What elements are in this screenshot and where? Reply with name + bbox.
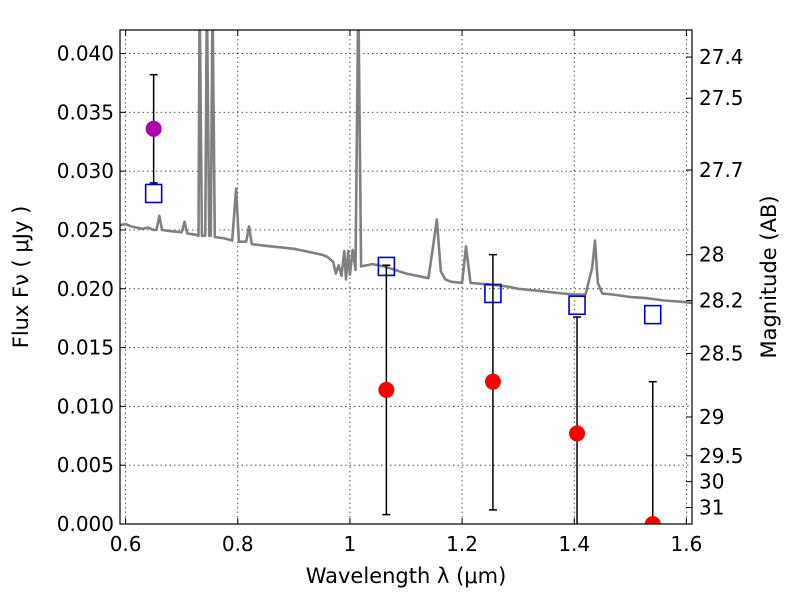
y-tick-label: 0.040	[57, 42, 114, 66]
y2-tick-label: 27.7	[699, 158, 744, 182]
measurement-marker	[569, 425, 586, 442]
y2-tick-label: 29	[699, 405, 724, 429]
y2-tick-label: 30	[699, 470, 724, 494]
y-tick-label: 0.030	[57, 159, 114, 183]
plot-frame	[119, 29, 693, 525]
y2-tick-label: 27.5	[699, 86, 744, 110]
y-axis-left: 0.000 0.005 0.010 0.015 0.020 0.025 0.030 0.035…	[57, 42, 126, 536]
y-tick-label: 0.020	[57, 277, 114, 301]
y2-tick-label: 29.5	[699, 444, 744, 468]
detection-marker	[145, 120, 162, 137]
x-tick-label: 0.8	[222, 532, 254, 556]
plot-area	[120, 30, 692, 524]
x-axis: 0.6 0.8 1 1.2 1.4 1.6	[110, 30, 702, 556]
y-tick-label: 0.010	[57, 394, 114, 418]
model-photometry-marker	[643, 304, 662, 325]
y2-tick-label: 31	[699, 496, 724, 520]
template-spectrum-line	[120, 30, 692, 305]
y2-tick-label: 28	[699, 243, 724, 267]
x-tick-label: 1.4	[558, 532, 590, 556]
y2-axis-label: Magnitude (AB)	[757, 195, 781, 358]
model-photometry-marker	[144, 183, 163, 204]
x-tick-label: 1.2	[446, 532, 478, 556]
measurement-marker	[644, 516, 661, 524]
y-axis-label: Flux Fν ( μJy )	[9, 206, 33, 349]
y-tick-label: 0.035	[57, 100, 114, 124]
y2-tick-label: 28.5	[699, 341, 744, 365]
measurement-marker	[378, 381, 395, 398]
y-tick-label: 0.005	[57, 453, 114, 477]
x-tick-label: 1.6	[670, 532, 702, 556]
measurement-marker	[484, 373, 501, 390]
y-tick-label: 0.015	[57, 336, 114, 360]
y-tick-label: 0.025	[57, 218, 114, 242]
x-tick-label: 1	[344, 532, 357, 556]
x-tick-label: 0.6	[110, 532, 142, 556]
y2-tick-label: 28.2	[699, 289, 744, 313]
y-tick-label: 0.000	[57, 512, 114, 536]
model-photometry-marker	[568, 295, 586, 316]
y2-tick-label: 27.4	[699, 45, 744, 69]
x-axis-label: Wavelength λ (μm)	[306, 564, 507, 588]
